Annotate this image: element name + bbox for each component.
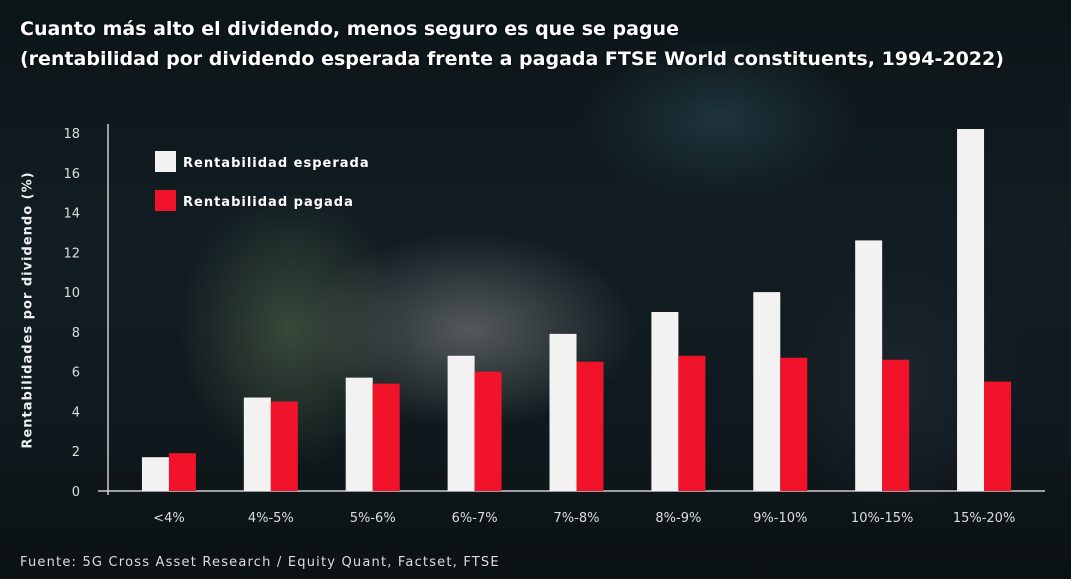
legend-swatch [155,151,176,172]
x-tick-label: 10%-15% [851,511,913,526]
y-tick-label: 10 [63,286,80,301]
x-tick-label: <4% [153,511,185,526]
x-tick-label: 9%-10% [753,511,807,526]
title: Cuanto más alto el dividendo, menos segu… [20,18,679,40]
y-tick-label: 2 [72,445,80,460]
bar-esperada [753,292,781,491]
bar-esperada [651,312,679,491]
chart-title: Cuanto más alto el dividendo, menos segu… [20,14,1004,74]
y-tick-label: 8 [72,326,80,341]
legend-swatch [155,190,176,211]
x-tick-label: 6%-7% [452,511,498,526]
bar-pagada [882,359,910,491]
source-note: Fuente: 5G Cross Asset Research / Equity… [20,555,500,570]
x-tick-label: 4%-5% [248,511,294,526]
bar-esperada [141,457,169,491]
bar-pagada [372,383,400,491]
y-tick-label: 6 [72,366,80,381]
x-tick-label: 15%-20% [953,511,1015,526]
bar-esperada [243,397,271,491]
x-tick-label: 8%-9% [655,511,701,526]
subtitle: (rentabilidad por dividendo esperada fre… [20,48,1004,70]
bar-pagada [678,355,706,491]
y-tick-label: 0 [72,485,80,500]
bar-pagada [270,401,298,491]
y-tick-label: 12 [63,246,80,261]
bar-esperada [549,333,577,491]
y-tick-label: 16 [63,167,80,182]
y-tick-label: 18 [63,127,80,142]
bar-esperada [957,129,985,491]
bar-pagada [168,453,196,491]
bar-pagada [780,357,808,491]
bar-pagada [984,381,1012,491]
x-tick-label: 5%-6% [350,511,396,526]
bar-esperada [447,355,475,491]
legend-label: Rentabilidad pagada [183,195,354,210]
y-tick-label: 14 [63,207,80,222]
bar-esperada [345,377,373,491]
x-tick-label: 7%-8% [554,511,600,526]
bar-pagada [576,361,604,491]
bar-esperada [855,240,883,491]
bar-pagada [474,371,502,491]
y-tick-label: 4 [72,405,80,420]
legend-label: Rentabilidad esperada [183,156,370,171]
